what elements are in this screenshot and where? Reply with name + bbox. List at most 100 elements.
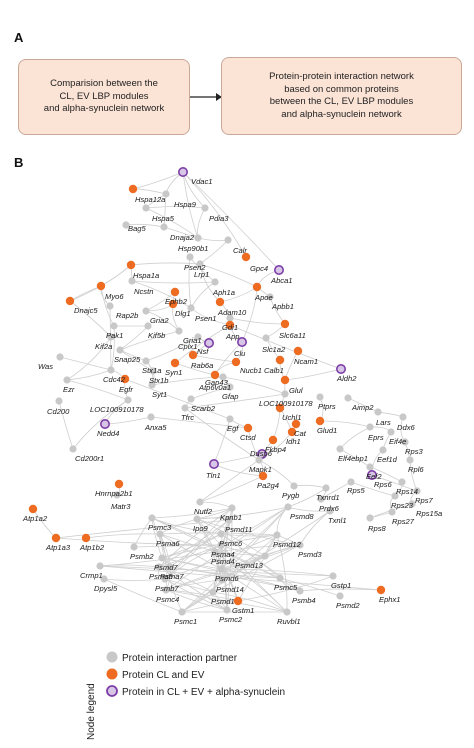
protein-node <box>231 357 241 367</box>
protein-node <box>237 336 248 347</box>
protein-node <box>290 482 298 490</box>
protein-node <box>315 416 325 426</box>
protein-node <box>100 575 108 583</box>
protein-node <box>187 395 195 403</box>
network-edge <box>229 317 286 325</box>
protein-label: Psen1 <box>195 314 217 323</box>
network-edge <box>131 280 216 284</box>
protein-label: Psma7 <box>160 572 184 581</box>
protein-label: Rps27 <box>392 517 415 526</box>
network-edge <box>196 506 289 520</box>
protein-node <box>366 463 374 471</box>
protein-node <box>284 503 292 511</box>
protein-label: Psmb2 <box>130 552 154 561</box>
protein-label: Tfrc <box>181 413 194 422</box>
protein-node <box>401 438 409 446</box>
protein-node <box>148 381 156 389</box>
protein-node <box>114 479 124 489</box>
protein-label: Psma6 <box>156 539 180 548</box>
protein-node <box>210 370 220 380</box>
network-edge <box>220 568 288 613</box>
network-edge <box>66 336 112 381</box>
network-edge <box>229 324 342 370</box>
protein-label: Hspa1a <box>133 271 159 280</box>
protein-node <box>56 353 64 361</box>
protein-node <box>335 363 346 374</box>
protein-label: Pdia3 <box>209 214 229 223</box>
protein-node <box>110 322 118 330</box>
protein-node <box>162 586 170 594</box>
network-edge <box>158 566 228 611</box>
network-edge <box>212 519 230 593</box>
protein-node <box>293 346 303 356</box>
protein-node <box>398 478 406 486</box>
protein-label: Gstm1 <box>232 606 254 615</box>
protein-label: Txnrd1 <box>316 493 340 502</box>
protein-label: Rps14 <box>396 487 418 496</box>
protein-node <box>316 393 324 401</box>
network-edge <box>272 407 281 441</box>
network-edge <box>119 325 149 351</box>
protein-node <box>336 592 344 600</box>
protein-label: Atp6v0a1 <box>198 383 231 392</box>
network-edge <box>165 544 301 591</box>
protein-label: Cat <box>294 429 307 438</box>
protein-label: Syn1 <box>165 368 182 377</box>
protein-label: Gfap <box>222 392 238 401</box>
network-edge <box>184 407 260 461</box>
protein-label: Kpnb1 <box>220 513 242 522</box>
network-edge <box>197 207 206 239</box>
protein-label: Cplx1 <box>178 342 197 351</box>
protein-node <box>226 314 234 322</box>
protein-node <box>217 530 225 538</box>
network-edge <box>181 544 301 613</box>
protein-label: Eef1d <box>377 455 398 464</box>
protein-node <box>107 333 115 341</box>
network-edge <box>220 544 228 611</box>
protein-node <box>296 541 304 549</box>
network-edge <box>224 519 230 611</box>
network-edge <box>145 207 199 239</box>
network-edge <box>165 589 288 613</box>
protein-label: Dnajc5 <box>74 306 98 315</box>
protein-label: Hnrnpa2b1 <box>95 489 133 498</box>
protein-label: Psma5 <box>149 572 173 581</box>
legend-asyn-swatch <box>106 685 118 697</box>
protein-node <box>96 562 104 570</box>
protein-node <box>366 469 377 480</box>
protein-node <box>211 548 219 556</box>
network-edge <box>159 533 222 570</box>
protein-label: Ctsd <box>240 433 256 442</box>
protein-node <box>28 504 38 514</box>
protein-label: Hspa12a <box>135 195 165 204</box>
protein-label: Atp1a2 <box>22 514 48 523</box>
protein-label: Psmc3 <box>148 523 172 532</box>
protein-label: Calr <box>233 246 247 255</box>
protein-label: Rps23 <box>391 501 414 510</box>
network-edge <box>131 280 192 309</box>
protein-node <box>201 204 209 212</box>
network-edge <box>182 171 280 271</box>
protein-label: Vdac1 <box>191 177 213 186</box>
protein-node <box>224 236 232 244</box>
protein-label: Lrp1 <box>194 270 209 279</box>
protein-node <box>255 456 263 464</box>
network-edge <box>55 537 222 546</box>
protein-node <box>69 445 77 453</box>
protein-label: Psmd13 <box>235 561 264 570</box>
protein-label: Calb1 <box>264 366 284 375</box>
protein-node <box>196 498 204 506</box>
protein-label: Psen2 <box>184 263 206 272</box>
protein-label: Psmd8 <box>290 512 314 521</box>
network-edge <box>174 324 231 364</box>
protein-label: Ephb2 <box>165 297 188 306</box>
network-edge <box>145 206 206 209</box>
protein-label: Hspa5 <box>152 214 175 223</box>
protein-label: Rps3 <box>405 447 424 456</box>
protein-node <box>336 445 344 453</box>
protein-label: Dnaja2 <box>170 233 195 242</box>
protein-node <box>120 374 130 384</box>
protein-label: Cdc42 <box>103 375 126 384</box>
protein-label: Cd200r1 <box>75 454 104 463</box>
protein-label: Myo6 <box>105 292 124 301</box>
